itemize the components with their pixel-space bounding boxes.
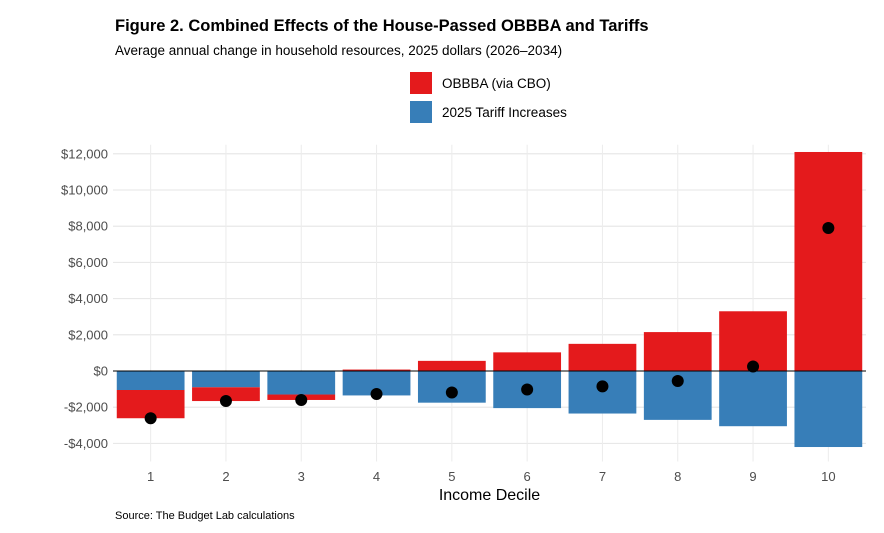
x-tick-label-5: 5 xyxy=(448,469,455,484)
net-point-9 xyxy=(747,360,760,373)
bar-tariff-2 xyxy=(192,371,260,388)
net-point-6 xyxy=(521,383,534,396)
x-tick-label-6: 6 xyxy=(524,469,531,484)
x-tick-label-3: 3 xyxy=(298,469,305,484)
net-point-7 xyxy=(596,380,609,393)
x-tick-labels: 1 2 3 4 5 6 7 8 9 10 xyxy=(147,469,836,484)
bar-tariff-10 xyxy=(794,371,863,448)
x-tick-label-4: 4 xyxy=(373,469,380,484)
legend-label-obbba: OBBBA (via CBO) xyxy=(442,75,551,91)
bar-obbba-7 xyxy=(568,343,637,371)
y-tick-label: $12,000 xyxy=(61,146,108,161)
bar-obbba-4 xyxy=(342,369,411,371)
x-tick-label-8: 8 xyxy=(674,469,681,484)
bar-tariff-3 xyxy=(267,371,336,395)
y-tick-label: $2,000 xyxy=(68,327,108,342)
y-tick-labels: -$4,000 -$2,000 $0 $2,000 $4,000 $6,000 $8,000… xyxy=(61,146,108,451)
net-point-3 xyxy=(295,393,308,406)
bar-obbba-2 xyxy=(192,387,260,402)
y-tick-label: $4,000 xyxy=(68,291,108,306)
chart-subtitle: Average annual change in household resou… xyxy=(115,43,563,58)
y-tick-label: $8,000 xyxy=(68,219,108,234)
net-point-2 xyxy=(219,395,232,408)
legend-item-tariff: 2025 Tariff Increases xyxy=(410,99,567,125)
net-point-1 xyxy=(144,412,157,425)
bar-tariff-1 xyxy=(116,371,185,391)
legend-swatch-tariff xyxy=(410,101,432,123)
net-point-8 xyxy=(671,374,684,387)
x-tick-label-9: 9 xyxy=(749,469,756,484)
bar-tariff-9 xyxy=(719,371,787,427)
y-tick-label: $0 xyxy=(94,364,108,379)
net-point-4 xyxy=(370,387,383,400)
bar-obbba-6 xyxy=(493,352,562,371)
x-tick-label-10: 10 xyxy=(821,469,835,484)
chart-title: Figure 2. Combined Effects of the House-… xyxy=(115,17,649,35)
net-point-10 xyxy=(822,222,835,235)
source-note: Source: The Budget Lab calculations xyxy=(115,510,295,522)
y-tick-label: $6,000 xyxy=(68,255,108,270)
legend-item-obbba: OBBBA (via CBO) xyxy=(410,70,567,96)
legend-label-tariff: 2025 Tariff Increases xyxy=(442,104,567,120)
y-tick-label: -$4,000 xyxy=(64,436,108,451)
legend: OBBBA (via CBO) 2025 Tariff Increases xyxy=(410,70,567,128)
x-tick-label-2: 2 xyxy=(222,469,229,484)
bar-obbba-8 xyxy=(643,332,712,371)
x-axis-title: Income Decile xyxy=(439,487,540,504)
bar-obbba-10 xyxy=(794,151,863,371)
y-tick-label: -$2,000 xyxy=(64,400,108,415)
y-tick-label: $10,000 xyxy=(61,183,108,198)
net-point-5 xyxy=(445,386,458,399)
bar-obbba-5 xyxy=(417,360,486,371)
x-tick-label-1: 1 xyxy=(147,469,154,484)
net-points xyxy=(144,222,835,425)
legend-swatch-obbba xyxy=(410,72,432,94)
x-tick-label-7: 7 xyxy=(599,469,606,484)
